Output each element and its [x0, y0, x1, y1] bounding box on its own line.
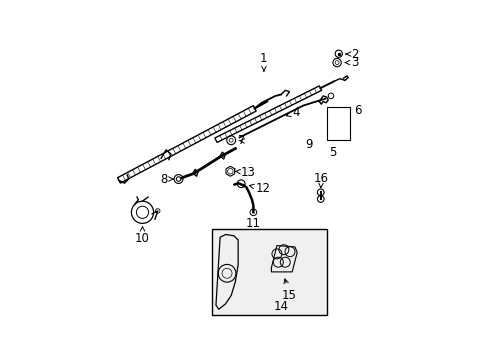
Text: 7: 7	[238, 134, 245, 147]
Text: 14: 14	[273, 300, 288, 313]
Text: 2: 2	[345, 48, 358, 60]
Text: 3: 3	[345, 56, 358, 69]
Text: 11: 11	[245, 217, 261, 230]
Circle shape	[176, 177, 181, 181]
Bar	[326, 107, 350, 140]
Text: 15: 15	[282, 279, 296, 302]
Text: 12: 12	[249, 182, 271, 195]
Text: 5: 5	[328, 146, 336, 159]
Text: 6: 6	[353, 104, 361, 117]
Bar	[211, 229, 326, 315]
Text: 13: 13	[235, 166, 255, 179]
Text: 9: 9	[305, 139, 312, 152]
Text: 4: 4	[285, 106, 300, 119]
Text: 8: 8	[160, 172, 173, 185]
Text: 10: 10	[135, 226, 150, 245]
Text: 16: 16	[313, 172, 328, 188]
Text: 1: 1	[260, 52, 267, 71]
